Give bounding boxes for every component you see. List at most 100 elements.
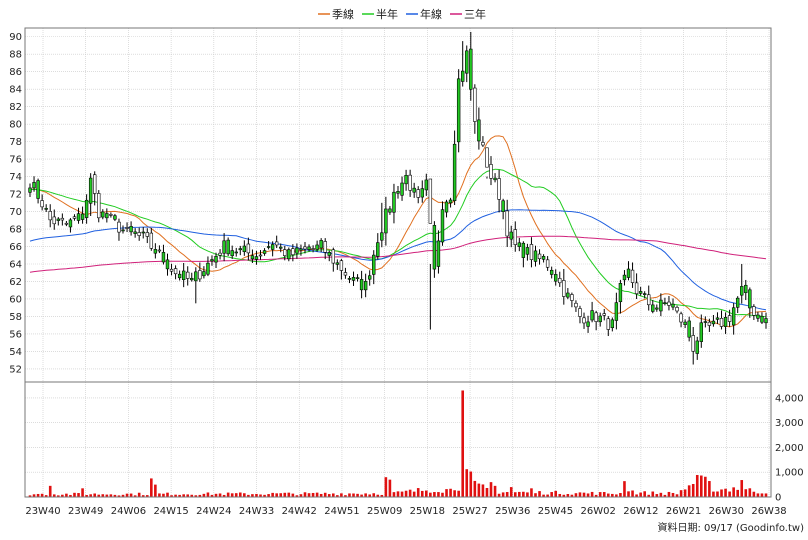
candle-body <box>740 286 744 296</box>
candle-body <box>549 269 554 275</box>
candle <box>202 266 206 279</box>
candle <box>497 169 501 213</box>
candle <box>719 310 724 330</box>
candle-body <box>610 319 615 329</box>
candle <box>194 267 198 304</box>
price-tick-label: 84 <box>9 85 22 96</box>
volume-bar <box>65 493 68 497</box>
candle <box>359 270 364 299</box>
volume-bar <box>170 495 173 497</box>
candle <box>84 194 89 224</box>
volume-bar <box>275 493 278 497</box>
volume-tick-label: 3,000 <box>775 418 804 429</box>
candle-body <box>614 302 619 321</box>
volume-bar <box>190 494 194 497</box>
volume-bar <box>81 488 84 497</box>
volume-bar <box>687 485 691 497</box>
volume-bar <box>202 493 206 497</box>
candle-body <box>186 271 190 279</box>
volume-bar <box>186 494 190 497</box>
volume-bar <box>606 493 610 497</box>
candle-body <box>642 293 647 295</box>
candle <box>266 241 271 250</box>
candle <box>586 315 590 333</box>
candle <box>412 182 416 198</box>
volume-bar <box>117 495 121 497</box>
candle <box>367 270 372 286</box>
volume-bar <box>546 494 549 497</box>
volume-bar <box>214 493 218 497</box>
volume-bar <box>651 491 655 497</box>
price-tick-label: 64 <box>9 260 22 271</box>
volume-bar <box>562 494 566 497</box>
candle-body <box>202 271 206 277</box>
candle-body <box>177 273 182 279</box>
volume-bar <box>372 493 376 497</box>
candle-body <box>173 268 178 275</box>
date-tick-label: 23W40 <box>25 506 60 517</box>
candle <box>299 244 303 256</box>
volume-bar <box>598 492 602 497</box>
candle <box>614 292 619 330</box>
candle <box>416 186 420 204</box>
date-tick-label: 24W33 <box>239 506 274 517</box>
volume-bar <box>303 492 307 497</box>
candle <box>157 245 162 254</box>
candle-body <box>731 307 736 326</box>
candle-body <box>266 246 271 248</box>
candle <box>683 319 687 329</box>
volume-bar <box>558 493 562 497</box>
ma-halfyear-line <box>29 168 767 318</box>
candle-body <box>279 246 283 249</box>
volume-bar <box>615 494 618 497</box>
candle <box>752 304 756 320</box>
candle-body <box>295 247 299 254</box>
candle-body <box>485 147 489 168</box>
candle-body <box>246 243 251 254</box>
candle <box>647 285 651 311</box>
volume-bar <box>756 493 760 497</box>
candle-body <box>222 240 226 254</box>
candle-body <box>529 244 534 260</box>
candle-body <box>424 179 429 191</box>
candle-body <box>149 232 154 249</box>
volume-bar <box>194 495 198 497</box>
candle <box>408 169 412 197</box>
candle-body <box>715 317 720 320</box>
candle-body <box>691 335 695 352</box>
volume-bar <box>635 494 638 497</box>
volume-bar <box>647 494 651 497</box>
candle <box>343 267 348 279</box>
candle <box>307 244 311 252</box>
candle-body <box>331 249 335 264</box>
candle <box>703 316 708 328</box>
candle-body <box>105 213 109 219</box>
date-tick-label: 24W15 <box>153 506 188 517</box>
candle <box>521 241 526 268</box>
candle-body <box>545 259 550 268</box>
volume-bar <box>85 495 88 497</box>
candle <box>626 261 631 281</box>
candle <box>687 316 691 342</box>
candle-body <box>647 294 651 306</box>
volume-bar <box>602 492 606 497</box>
volume-bar <box>513 492 517 497</box>
ma-year-line <box>29 209 767 311</box>
candle <box>469 31 473 101</box>
volume-bar <box>331 493 335 497</box>
volume-bar <box>639 492 642 497</box>
candle <box>186 266 190 286</box>
date-tick-label: 24W06 <box>111 506 146 517</box>
volume-bar <box>465 469 469 497</box>
candlesticks <box>28 31 768 365</box>
candle-body <box>436 240 441 267</box>
candle <box>270 241 275 257</box>
candle-body <box>262 250 267 254</box>
candle-body <box>448 199 453 204</box>
candle <box>424 173 429 196</box>
volume-bar <box>550 492 553 497</box>
price-tick-label: 88 <box>9 50 22 61</box>
volume-bar <box>582 492 586 497</box>
candle <box>363 273 368 298</box>
volume-bar <box>477 483 481 497</box>
